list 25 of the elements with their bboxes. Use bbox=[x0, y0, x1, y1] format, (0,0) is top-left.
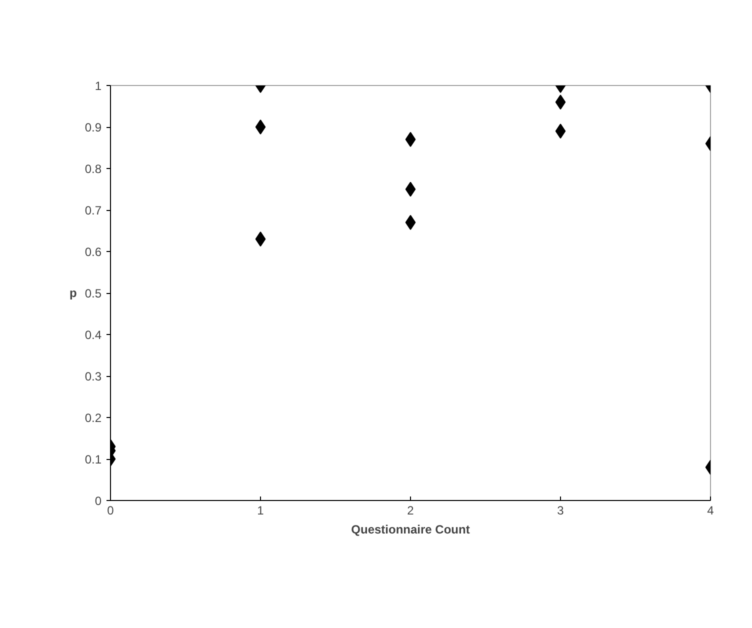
y-tick-label: 0.1 bbox=[84, 452, 102, 466]
y-tick-label: 0.9 bbox=[84, 120, 102, 134]
x-axis-title: Questionnaire Count bbox=[351, 522, 470, 536]
x-tick-label: 4 bbox=[707, 504, 714, 518]
point bbox=[405, 214, 416, 230]
point bbox=[555, 94, 566, 110]
y-tick-label: 0 bbox=[94, 494, 102, 508]
y-tick-label: 0.8 bbox=[84, 162, 102, 176]
y-tick-label: 0.5 bbox=[84, 286, 102, 300]
y-tick-label: 0.6 bbox=[84, 245, 102, 259]
y-tick-label: 0.7 bbox=[84, 204, 102, 218]
x-tick-label: 2 bbox=[407, 504, 414, 518]
point bbox=[405, 182, 416, 197]
y-tick-label: 1 bbox=[94, 79, 102, 93]
y-tick-label: 0.3 bbox=[84, 370, 102, 384]
y-tick-label: 0.2 bbox=[84, 411, 102, 425]
point bbox=[555, 124, 566, 139]
y-tick-label: 0.4 bbox=[84, 328, 102, 342]
x-tick-label: 1 bbox=[257, 504, 264, 518]
point bbox=[255, 232, 266, 247]
x-tick-label: 3 bbox=[557, 504, 564, 518]
point bbox=[405, 132, 416, 147]
y-axis-title: p bbox=[69, 286, 77, 300]
point bbox=[255, 120, 266, 134]
x-tick-label: 0 bbox=[107, 504, 114, 518]
